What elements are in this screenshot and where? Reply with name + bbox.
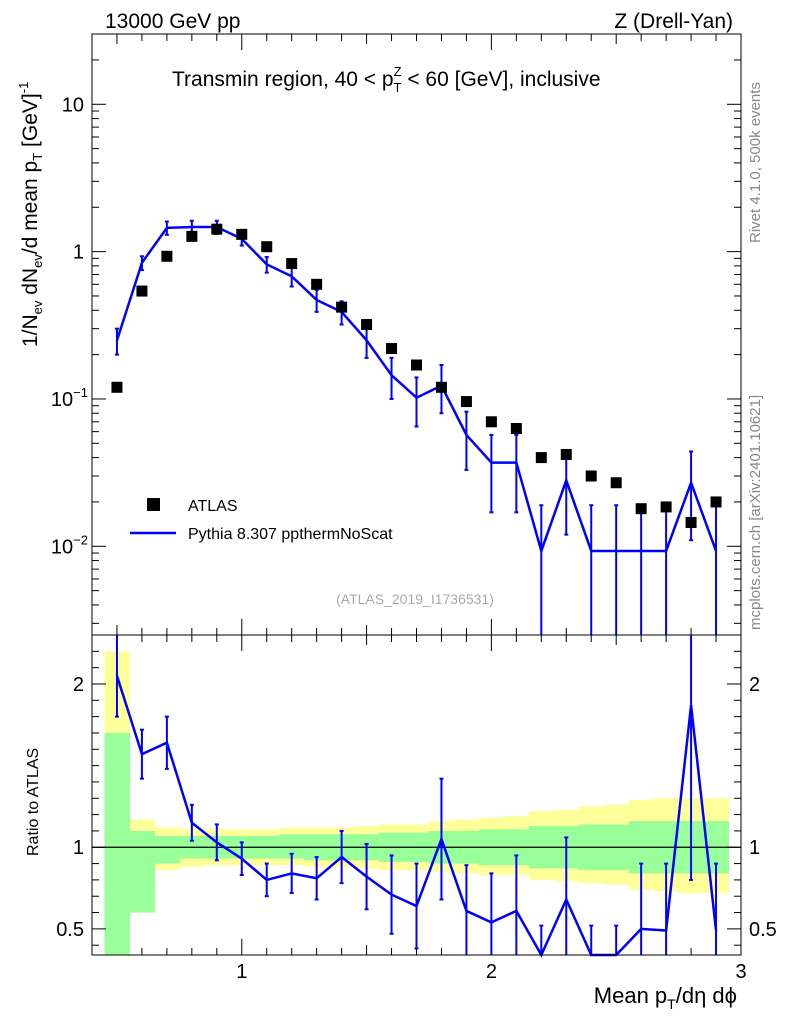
ratio-axis-ticks: 0.5 0.5 1 1 2 2 — [56, 650, 777, 946]
ratio-mc-series — [114, 635, 719, 958]
atlas-point — [510, 423, 522, 435]
atlas-point — [485, 416, 497, 428]
atlas-point — [435, 381, 447, 393]
ratio-plot: 0.5 0.5 1 1 2 2 Ratio to ATLAS Mean pT/dη dϕ — [25, 634, 777, 1012]
x-tick-label: 3 — [735, 961, 746, 983]
atlas-point — [261, 241, 273, 253]
atlas-point — [361, 319, 373, 331]
ratio-green-band — [104, 732, 130, 955]
ratio-plot-frame — [91, 634, 742, 956]
atlas-point — [111, 381, 123, 393]
x-axis-label: Mean pT/dη dϕ — [594, 983, 737, 1012]
atlas-point — [460, 396, 472, 408]
ratio-y-tick-label: 2 — [73, 674, 84, 696]
legend-atlas-marker — [147, 498, 160, 511]
mc-series — [114, 219, 719, 635]
legend: ATLAS Pythia 8.307 ppthermNoScat — [130, 498, 393, 543]
atlas-point — [585, 470, 597, 482]
atlas-point — [610, 477, 622, 489]
atlas-point — [236, 228, 248, 240]
x-tick-label: 2 — [486, 961, 497, 983]
main-axis-ticks: 10−2 10−1 1 10 1 2 3 — [51, 33, 747, 983]
side-rivet-label: Rivet 4.1.0, 500k events — [747, 82, 764, 243]
ratio-y-tick-label: 0.5 — [56, 919, 84, 941]
atlas-point — [136, 285, 148, 297]
ratio-y-axis-label: Ratio to ATLAS — [25, 748, 42, 856]
atlas-point — [211, 223, 223, 235]
atlas-point — [535, 452, 547, 464]
atlas-point — [186, 230, 198, 242]
ratio-green-band — [154, 835, 180, 864]
legend-mc-label: Pythia 8.307 ppthermNoScat — [188, 526, 393, 543]
main-y-axis-label: 1/Nev dNev/d mean pT [GeV]-1 — [16, 82, 45, 347]
ratio-y-tick-label: 1 — [73, 837, 84, 859]
x-tick-label: 1 — [236, 961, 247, 983]
atlas-point — [710, 496, 722, 508]
atlas-point — [336, 301, 348, 313]
atlas-point — [635, 503, 647, 515]
atlas-point — [560, 448, 572, 460]
main-plot-frame — [91, 33, 742, 636]
ratio-green-band — [129, 830, 155, 913]
legend-atlas-label: ATLAS — [188, 498, 238, 515]
atlas-point — [685, 517, 697, 529]
atlas-point — [660, 501, 672, 513]
plot-title: Transmin region, 40 < pZ T < 60 [GeV], in… — [172, 64, 601, 95]
ratio-y-tick-label-right: 1 — [749, 837, 760, 859]
ratio-y-tick-label-right: 0.5 — [749, 919, 777, 941]
header-right: Z (Drell-Yan) — [614, 10, 733, 33]
main-y-tick-label: 10−1 — [51, 385, 88, 411]
ratio-y-tick-label-right: 2 — [749, 674, 760, 696]
main-y-tick-label: 10−2 — [51, 532, 88, 558]
main-y-tick-label: 10 — [62, 94, 84, 116]
main-y-tick-label: 1 — [73, 242, 84, 264]
atlas-point — [161, 250, 173, 262]
side-url-label: mcplots.cern.ch [arXiv:2401.10621] — [747, 395, 764, 630]
atlas-point — [286, 258, 298, 270]
analysis-watermark: (ATLAS_2019_I1736531) — [336, 591, 494, 607]
header-left: 13000 GeV pp — [105, 10, 240, 33]
atlas-point — [311, 278, 323, 290]
atlas-point — [411, 359, 422, 371]
atlas-point — [386, 343, 398, 355]
atlas-series — [111, 223, 722, 529]
